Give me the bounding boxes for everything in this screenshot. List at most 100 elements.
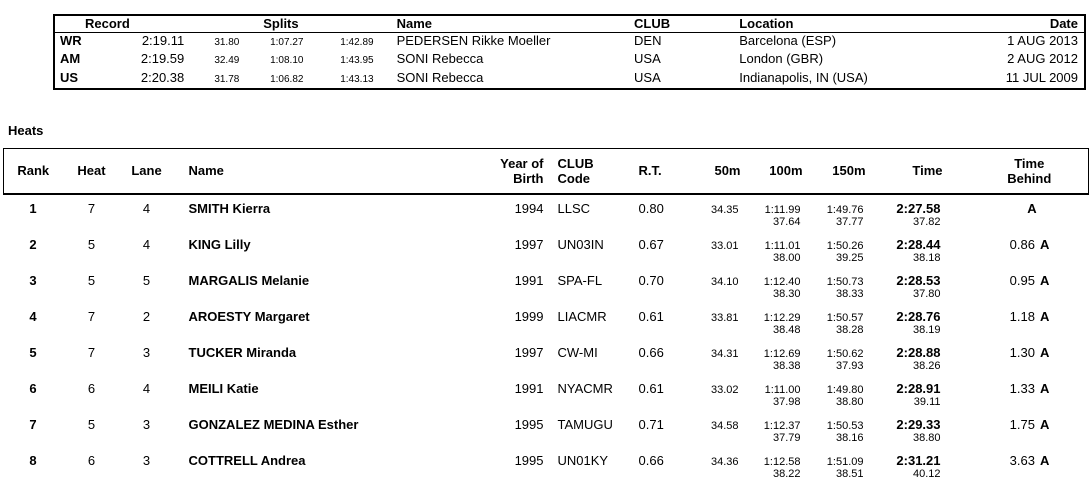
heat-number: 7 xyxy=(87,308,96,324)
record-location: Barcelona (ESP) xyxy=(739,32,837,48)
heat-number: 6 xyxy=(87,452,96,468)
record-split-150m: 1:42.89 xyxy=(340,36,374,48)
heat-row: 6 6 4 MEILI Katie 1991 NYACMR 0.61 33.02… xyxy=(4,375,1089,396)
lap-splits-spacer-right xyxy=(943,432,1089,447)
lap-split-final: 40.12 xyxy=(912,467,941,480)
heat-row-lap-splits: 38.30 38.33 37.80 xyxy=(4,288,1089,303)
qualification-flag: A xyxy=(1039,452,1050,468)
split-150m: 1:49.76 xyxy=(826,203,864,216)
heat-row-lap-splits: 38.00 39.25 38.18 xyxy=(4,252,1089,267)
lap-splits-spacer-right xyxy=(943,468,1089,483)
final-time: 2:28.53 xyxy=(896,272,941,288)
records-header-record: Record xyxy=(54,15,187,33)
lap-split-150m: 38.16 xyxy=(835,431,864,444)
lap-split-150m: 37.93 xyxy=(835,359,864,372)
club-code: UN03IN xyxy=(557,236,604,252)
lap-splits-spacer xyxy=(4,432,741,447)
qualification-flag: A xyxy=(1039,380,1050,396)
heat-row: 2 5 4 KING Lilly 1997 UN03IN 0.67 33.01 … xyxy=(4,231,1089,252)
record-row: US 2:20.38 31.78 1:06.82 1:43.13 SONI Re… xyxy=(54,70,1085,89)
heats-header-year-of-birth-line2: Birth xyxy=(513,170,544,186)
final-time: 2:28.44 xyxy=(896,236,941,252)
record-split-50m: 31.78 xyxy=(214,74,240,85)
heat-lane: 3 xyxy=(142,344,151,360)
club-code: LLSC xyxy=(557,200,591,216)
time-behind: 3.63 A xyxy=(943,447,1089,468)
heat-row-lap-splits: 38.22 38.51 40.12 xyxy=(4,468,1089,483)
year-of-birth: 1997 xyxy=(514,236,544,252)
time-behind-value: 1.75 xyxy=(1009,416,1035,432)
lap-split-100m: 38.00 xyxy=(772,251,801,264)
record-code: AM xyxy=(60,51,81,66)
lap-split-150m: 37.77 xyxy=(835,215,864,228)
record-club: USA xyxy=(634,70,661,85)
record-row: AM 2:19.59 32.49 1:08.10 1:43.95 SONI Re… xyxy=(54,51,1085,70)
swimmer-name: MARGALIS Melanie xyxy=(188,272,310,288)
heats-header-club-code-line1: CLUB xyxy=(557,155,594,171)
heat-row: 7 5 3 GONZALEZ MEDINA Esther 1995 TAMUGU… xyxy=(4,411,1089,432)
reaction-time: 0.66 xyxy=(638,344,664,360)
lap-split-150m: 38.80 xyxy=(835,395,864,408)
lap-split-100m: 37.64 xyxy=(772,215,801,228)
time-behind: A xyxy=(943,194,1089,216)
swimmer-name: COTTRELL Andrea xyxy=(188,452,306,468)
club-code: TAMUGU xyxy=(557,416,613,432)
lap-splits-spacer xyxy=(4,396,741,411)
lap-splits-spacer xyxy=(4,468,741,483)
qualification-flag: A xyxy=(1027,200,1037,216)
split-150m: 1:49.80 xyxy=(826,383,864,396)
heats-header-time-behind-line1: Time xyxy=(1014,155,1045,171)
records-header-splits: Splits xyxy=(186,15,376,33)
heat-number: 5 xyxy=(87,236,96,252)
records-table-body: WR 2:19.11 31.80 1:07.27 1:42.89 PEDERSE… xyxy=(54,32,1085,89)
record-date: 11 JUL 2009 xyxy=(1005,70,1078,85)
heats-header-club-code: CLUB Code xyxy=(545,148,631,195)
time-behind-value: 1.18 xyxy=(1009,308,1035,324)
split-50m: 33.01 xyxy=(710,239,739,252)
year-of-birth: 1991 xyxy=(514,272,544,288)
split-50m: 34.58 xyxy=(710,419,739,432)
record-split-50m: 32.49 xyxy=(214,55,240,66)
time-behind-value: 0.95 xyxy=(1009,272,1035,288)
heats-header-club-code-line2: Code xyxy=(557,170,591,186)
heat-lane: 4 xyxy=(142,236,151,252)
lap-split-final: 38.80 xyxy=(912,431,941,444)
heat-rank: 8 xyxy=(29,452,37,468)
lap-split-100m: 38.48 xyxy=(772,323,801,336)
qualification-flag: A xyxy=(1039,308,1050,324)
split-150m: 1:50.26 xyxy=(826,239,864,252)
final-time: 2:27.58 xyxy=(896,200,941,216)
lap-splits-spacer-right xyxy=(943,324,1089,339)
lap-splits-spacer-right xyxy=(943,396,1089,411)
heats-header-time: Time xyxy=(865,148,943,195)
lap-split-100m: 38.22 xyxy=(772,467,801,480)
heat-rank: 3 xyxy=(29,272,37,288)
lap-splits-spacer xyxy=(4,252,741,267)
record-row: WR 2:19.11 31.80 1:07.27 1:42.89 PEDERSE… xyxy=(54,32,1085,51)
time-behind: 0.86 A xyxy=(943,231,1089,252)
heat-rank: 2 xyxy=(29,236,37,252)
heat-number: 5 xyxy=(87,416,96,432)
qualification-flag: A xyxy=(1039,344,1050,360)
time-behind-value: 0.86 xyxy=(1009,236,1035,252)
lap-split-100m: 37.98 xyxy=(772,395,801,408)
split-50m: 33.02 xyxy=(710,383,739,396)
reaction-time: 0.71 xyxy=(638,416,664,432)
lap-split-final: 38.19 xyxy=(912,323,941,336)
heat-number: 7 xyxy=(87,200,96,216)
heats-header-reaction-time: R.T. xyxy=(630,148,691,195)
split-100m: 1:12.69 xyxy=(763,347,801,360)
split-50m: 34.31 xyxy=(710,347,739,360)
record-club: DEN xyxy=(634,32,662,48)
record-split-100m: 1:07.27 xyxy=(270,36,304,48)
qualification-flag: A xyxy=(1039,236,1050,252)
final-time: 2:31.21 xyxy=(896,452,941,468)
swimmer-name: AROESTY Margaret xyxy=(188,308,310,324)
year-of-birth: 1991 xyxy=(514,380,544,396)
heat-row-lap-splits: 38.38 37.93 38.26 xyxy=(4,360,1089,375)
heats-header-name: Name xyxy=(172,148,461,195)
lap-split-final: 38.26 xyxy=(912,359,941,372)
lap-split-100m: 37.79 xyxy=(772,431,801,444)
lap-split-150m: 38.33 xyxy=(835,287,864,300)
year-of-birth: 1995 xyxy=(514,452,544,468)
